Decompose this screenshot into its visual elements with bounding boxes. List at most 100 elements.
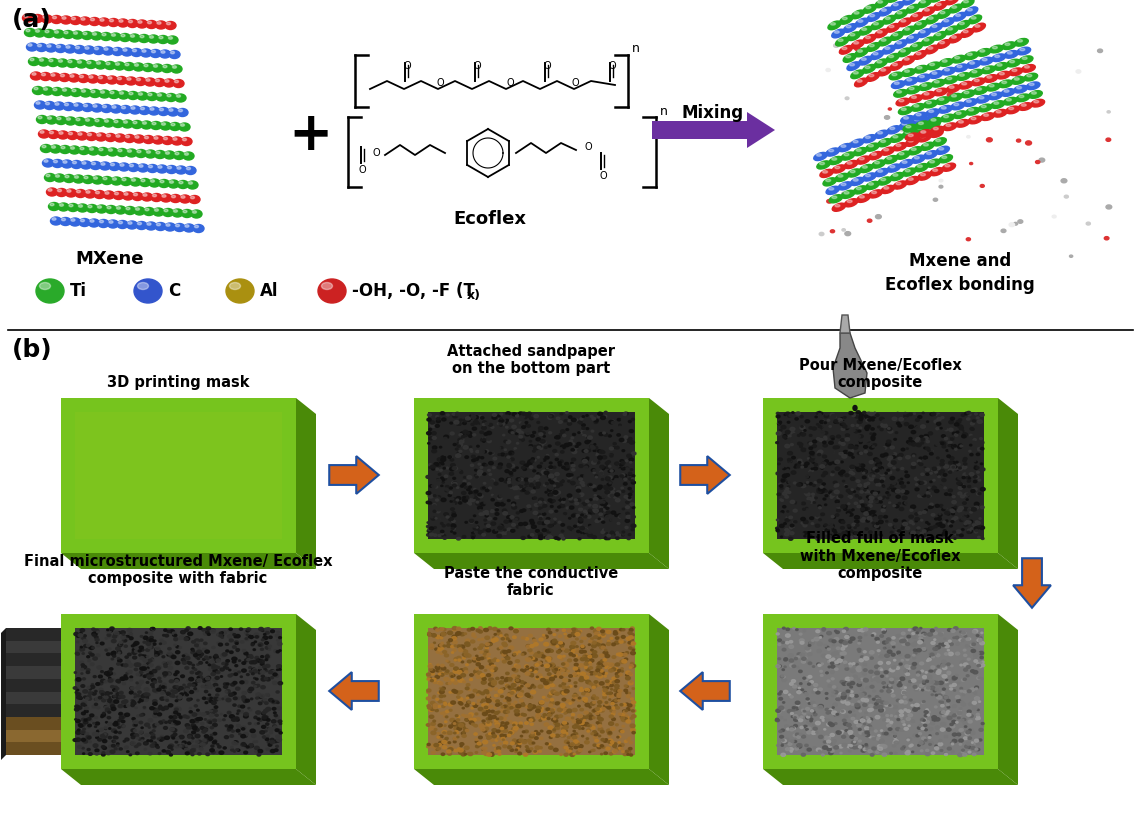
- Ellipse shape: [152, 628, 154, 630]
- Ellipse shape: [131, 700, 133, 701]
- Ellipse shape: [510, 464, 515, 467]
- Ellipse shape: [531, 723, 533, 725]
- Ellipse shape: [235, 743, 237, 745]
- Ellipse shape: [70, 218, 81, 226]
- Ellipse shape: [176, 686, 178, 687]
- Ellipse shape: [56, 117, 66, 124]
- Ellipse shape: [463, 446, 468, 449]
- Ellipse shape: [976, 476, 979, 478]
- Ellipse shape: [138, 698, 141, 700]
- Ellipse shape: [104, 681, 107, 683]
- Ellipse shape: [776, 529, 779, 531]
- Ellipse shape: [841, 700, 845, 703]
- Ellipse shape: [552, 669, 557, 672]
- Ellipse shape: [954, 690, 955, 691]
- Ellipse shape: [865, 487, 868, 489]
- Ellipse shape: [103, 178, 107, 180]
- Ellipse shape: [921, 495, 924, 497]
- Ellipse shape: [483, 461, 486, 464]
- Ellipse shape: [234, 741, 236, 742]
- Ellipse shape: [469, 520, 474, 523]
- Ellipse shape: [508, 694, 511, 696]
- Ellipse shape: [273, 681, 277, 685]
- Ellipse shape: [249, 635, 252, 638]
- Ellipse shape: [476, 425, 480, 428]
- Ellipse shape: [518, 713, 523, 717]
- Ellipse shape: [544, 446, 547, 449]
- Ellipse shape: [926, 488, 930, 491]
- Ellipse shape: [824, 524, 827, 526]
- Ellipse shape: [806, 420, 810, 423]
- Ellipse shape: [193, 748, 195, 750]
- Ellipse shape: [613, 700, 615, 702]
- Ellipse shape: [900, 677, 905, 681]
- Ellipse shape: [563, 686, 566, 689]
- Ellipse shape: [581, 658, 585, 661]
- Ellipse shape: [232, 718, 235, 721]
- Ellipse shape: [584, 497, 588, 500]
- Ellipse shape: [820, 434, 823, 436]
- Ellipse shape: [135, 649, 139, 653]
- Ellipse shape: [476, 741, 478, 742]
- Ellipse shape: [146, 674, 151, 677]
- Ellipse shape: [179, 638, 181, 640]
- Ellipse shape: [156, 151, 160, 154]
- Ellipse shape: [625, 703, 629, 705]
- Ellipse shape: [790, 427, 795, 431]
- Ellipse shape: [856, 18, 868, 27]
- Ellipse shape: [938, 476, 940, 478]
- Ellipse shape: [452, 413, 455, 415]
- Ellipse shape: [855, 48, 868, 57]
- Ellipse shape: [871, 417, 875, 420]
- Ellipse shape: [623, 413, 626, 415]
- Ellipse shape: [434, 681, 437, 684]
- Ellipse shape: [452, 723, 455, 725]
- Ellipse shape: [903, 520, 906, 523]
- Ellipse shape: [105, 133, 116, 141]
- Ellipse shape: [478, 494, 483, 497]
- Ellipse shape: [945, 483, 949, 485]
- Ellipse shape: [904, 431, 907, 433]
- Ellipse shape: [592, 446, 596, 449]
- Ellipse shape: [916, 113, 921, 116]
- Ellipse shape: [801, 432, 806, 436]
- Ellipse shape: [439, 469, 443, 471]
- Ellipse shape: [459, 470, 462, 473]
- Ellipse shape: [108, 737, 112, 739]
- Ellipse shape: [779, 429, 782, 431]
- Ellipse shape: [779, 690, 783, 693]
- Ellipse shape: [104, 706, 108, 709]
- Ellipse shape: [933, 474, 937, 476]
- Ellipse shape: [431, 517, 436, 520]
- Ellipse shape: [274, 714, 277, 717]
- Ellipse shape: [276, 738, 282, 741]
- Ellipse shape: [478, 416, 482, 418]
- Ellipse shape: [254, 685, 258, 687]
- Ellipse shape: [545, 492, 548, 493]
- Ellipse shape: [24, 15, 29, 17]
- Ellipse shape: [875, 459, 880, 462]
- Ellipse shape: [913, 427, 916, 431]
- Ellipse shape: [608, 732, 612, 734]
- Ellipse shape: [552, 709, 555, 711]
- Ellipse shape: [598, 704, 601, 708]
- Ellipse shape: [622, 629, 625, 630]
- Ellipse shape: [853, 446, 858, 449]
- Ellipse shape: [128, 164, 139, 172]
- Ellipse shape: [170, 630, 175, 633]
- Ellipse shape: [622, 715, 625, 718]
- Ellipse shape: [941, 663, 945, 667]
- Ellipse shape: [504, 481, 507, 483]
- Ellipse shape: [931, 666, 934, 669]
- Ellipse shape: [566, 465, 569, 468]
- Ellipse shape: [971, 508, 974, 510]
- Ellipse shape: [470, 640, 475, 643]
- Ellipse shape: [785, 473, 790, 477]
- Ellipse shape: [171, 65, 183, 73]
- Ellipse shape: [945, 26, 958, 35]
- Ellipse shape: [450, 691, 452, 693]
- Ellipse shape: [509, 686, 513, 690]
- Ellipse shape: [974, 660, 978, 663]
- Ellipse shape: [618, 736, 621, 737]
- Ellipse shape: [120, 716, 124, 719]
